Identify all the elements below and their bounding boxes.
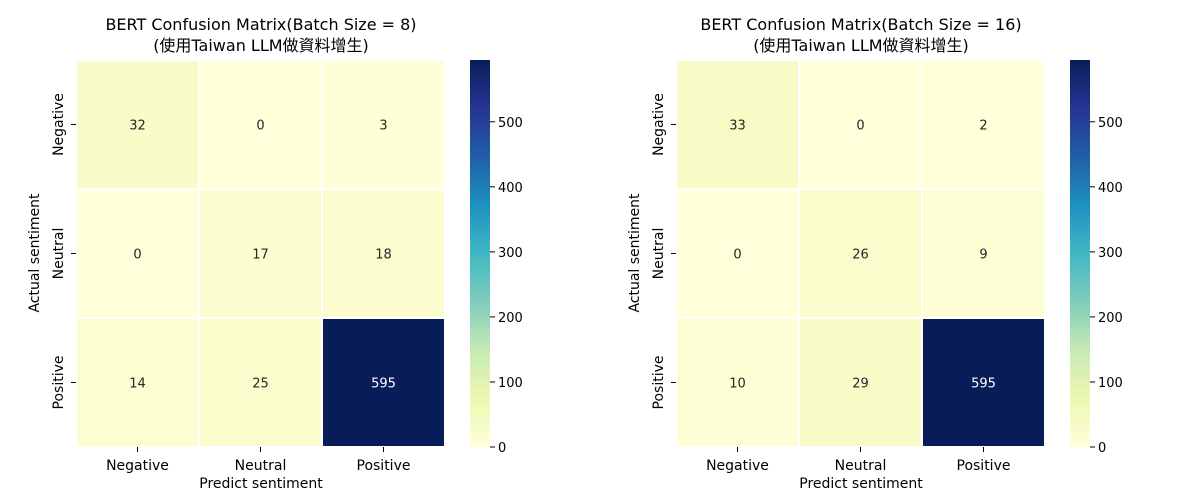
y-tick-labels: Negative Neutral Positive — [51, 93, 76, 409]
x-tick-label: Positive — [357, 458, 411, 474]
cell-value-label: 3 — [379, 119, 387, 134]
cell-value-label: 10 — [729, 377, 746, 392]
cell-value-label: 17 — [252, 248, 269, 263]
colorbar-tick-label: 100 — [1098, 376, 1123, 391]
colorbar: 0 100 200 300 400 500 — [470, 60, 523, 456]
y-axis-label: Actual sentiment — [27, 193, 43, 313]
cell-value-label: 32 — [129, 119, 146, 134]
colorbar-tick-label: 400 — [498, 181, 523, 196]
y-tick-label: Negative — [651, 93, 667, 156]
heatmap-cell — [75, 188, 200, 319]
colorbar-tick-label: 300 — [498, 246, 523, 261]
x-tick-label: Neutral — [235, 458, 287, 474]
y-tick-label: Neutral — [51, 228, 67, 280]
chart-title: BERT Confusion Matrix(Batch Size = 8) — [105, 15, 416, 34]
heatmap-cell — [798, 59, 923, 190]
x-axis-label: Predict sentiment — [199, 476, 323, 492]
y-tick-label: Neutral — [651, 228, 667, 280]
colorbar-tick-label: 0 — [498, 441, 506, 456]
chart-subtitle: (使用Taiwan LLM做資料增生) — [153, 36, 369, 55]
heatmap-cell — [675, 59, 800, 190]
colorbar-tick-label: 200 — [1098, 311, 1123, 326]
y-tick-label: Positive — [651, 356, 667, 410]
heatmap-cell — [321, 59, 446, 190]
x-tick-labels: Negative Neutral Positive — [706, 447, 1010, 474]
cell-value-label: 595 — [971, 377, 996, 392]
y-tick-label: Negative — [51, 93, 67, 156]
colorbar-tick-label: 300 — [1098, 246, 1123, 261]
heatmap-cell — [921, 59, 1046, 190]
cell-value-label: 25 — [252, 377, 269, 392]
heatmap-cell — [75, 59, 200, 190]
cell-value-label: 29 — [852, 377, 869, 392]
colorbar-tick-label: 0 — [1098, 441, 1106, 456]
colorbar-tick-label: 500 — [1098, 116, 1123, 131]
y-axis-label: Actual sentiment — [627, 193, 643, 313]
x-tick-label: Negative — [106, 458, 169, 474]
chart-subtitle: (使用Taiwan LLM做資料增生) — [753, 36, 969, 55]
colorbar-gradient — [1070, 60, 1090, 447]
y-tick-label: Positive — [51, 356, 67, 410]
heatmap-cell — [198, 59, 323, 190]
heatmap-cell — [675, 317, 800, 448]
cell-value-label: 0 — [733, 248, 741, 263]
colorbar: 0 100 200 300 400 500 — [1070, 60, 1123, 456]
heatmap-panel-batch-16: BERT Confusion Matrix(Batch Size = 16) (… — [627, 15, 1123, 492]
x-tick-label: Neutral — [835, 458, 887, 474]
heatmap-cells: 32 0 3 0 17 18 14 25 595 — [75, 59, 446, 448]
cell-value-label: 0 — [133, 248, 141, 263]
cell-value-label: 0 — [856, 119, 864, 134]
cell-value-label: 2 — [979, 119, 987, 134]
heatmap-panel-batch-8: BERT Confusion Matrix(Batch Size = 8) (使… — [27, 15, 523, 492]
heatmap-cell — [321, 188, 446, 319]
x-axis-label: Predict sentiment — [799, 476, 923, 492]
cell-value-label: 0 — [256, 119, 264, 134]
colorbar-gradient — [470, 60, 490, 447]
x-tick-labels: Negative Neutral Positive — [106, 447, 410, 474]
colorbar-tick-label: 400 — [1098, 181, 1123, 196]
colorbar-tick-label: 200 — [498, 311, 523, 326]
colorbar-tick-label: 100 — [498, 376, 523, 391]
colorbar-tick-label: 500 — [498, 116, 523, 131]
cell-value-label: 33 — [729, 119, 746, 134]
cell-value-label: 26 — [852, 248, 869, 263]
heatmap-cell — [921, 317, 1046, 448]
cell-value-label: 595 — [371, 377, 396, 392]
x-tick-label: Positive — [957, 458, 1011, 474]
heatmap-cell — [198, 317, 323, 448]
cell-value-label: 14 — [129, 377, 146, 392]
heatmap-cell — [798, 317, 923, 448]
y-tick-labels: Negative Neutral Positive — [651, 93, 676, 409]
cell-value-label: 9 — [979, 248, 987, 263]
x-tick-label: Negative — [706, 458, 769, 474]
chart-title: BERT Confusion Matrix(Batch Size = 16) — [700, 15, 1021, 34]
heatmap-cells: 33 0 2 0 26 9 10 29 595 — [675, 59, 1046, 448]
cell-value-label: 18 — [375, 248, 392, 263]
